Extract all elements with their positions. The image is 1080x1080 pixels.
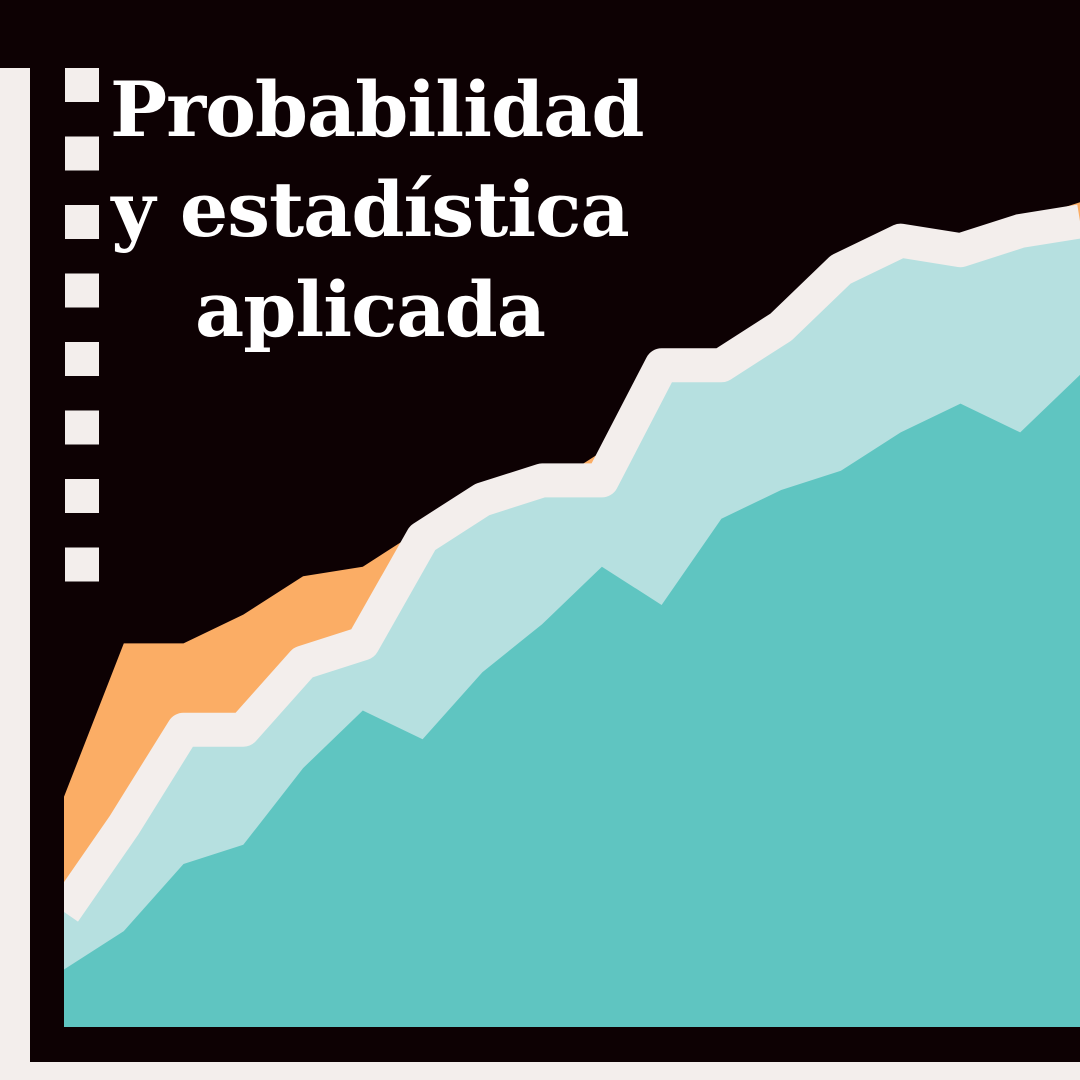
frame-bottom-bar	[0, 1062, 1080, 1080]
title-line-1: Probabilidad	[110, 65, 645, 154]
frame-left-bar	[0, 68, 30, 1080]
page-title: Probabilidad y estadística aplicada	[110, 60, 645, 360]
plot-left-edge	[30, 600, 64, 1062]
ruler-tick	[65, 273, 99, 308]
ruler-tick	[65, 410, 99, 445]
ruler-tick	[65, 342, 99, 376]
ruler-tick	[65, 136, 99, 171]
divider-line	[50, 204, 1080, 922]
plot-areas	[30, 202, 1080, 1062]
teal-area	[64, 374, 1080, 1027]
title-line-3: aplicada	[194, 265, 546, 354]
ruler-tick	[65, 479, 99, 513]
title-line-2: y estadística	[111, 165, 629, 254]
ruler-tick	[65, 547, 99, 582]
ruler-tick	[65, 205, 99, 239]
ruler-ticks	[65, 68, 99, 582]
ruler-tick	[65, 68, 99, 102]
